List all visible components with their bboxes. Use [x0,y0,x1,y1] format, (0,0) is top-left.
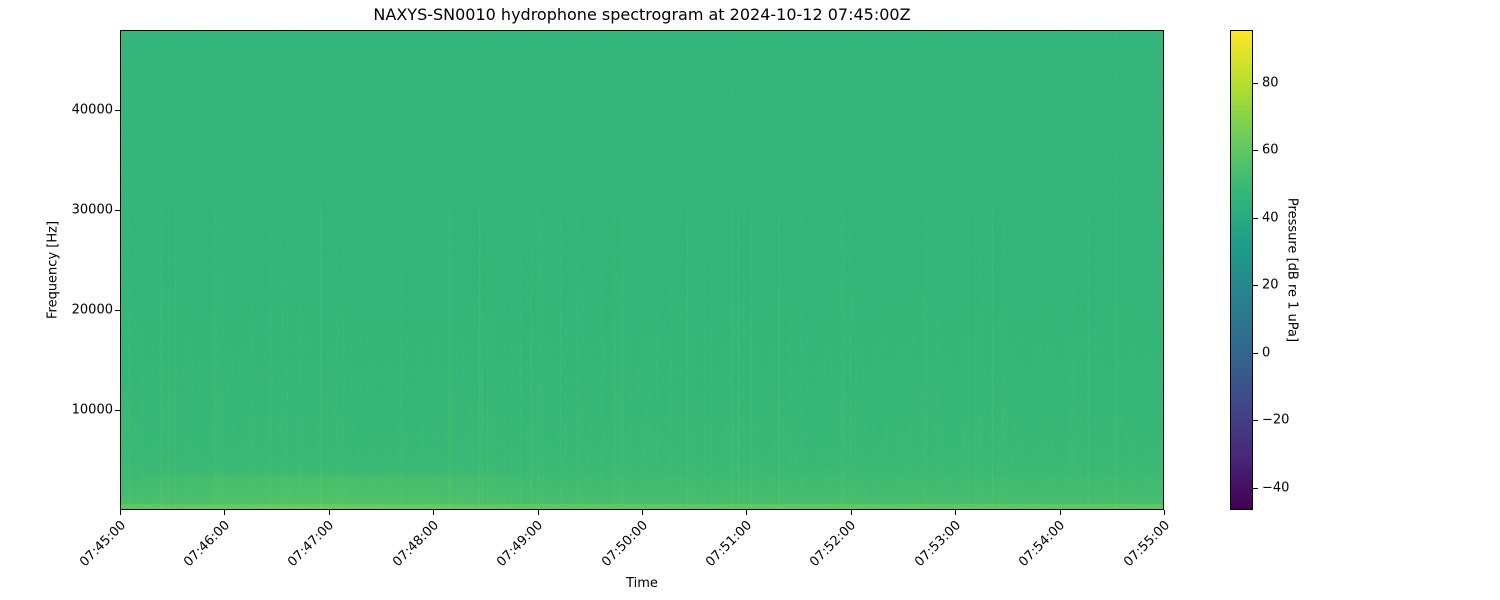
x-tick-label: 07:50:00 [598,518,651,570]
x-tick [328,510,330,515]
x-tick-label: 07:47:00 [285,518,338,570]
y-tick [115,210,120,211]
x-tick [120,510,121,515]
y-tick [115,310,120,311]
plot-frame [120,30,1164,510]
y-tick-label: 40000 [71,102,113,118]
x-tick-label: 07:48:00 [389,518,442,570]
y-tick [115,110,120,111]
x-tick [433,510,435,515]
colorbar-tick [1253,352,1258,354]
y-axis-label: Frequency [Hz] [45,220,61,320]
spectrogram-image [120,30,1164,510]
y-tick-label: 30000 [71,202,113,218]
colorbar-tick [1253,285,1258,287]
x-tick-label: 07:49:00 [494,518,547,570]
colorbar-tick [1253,217,1258,219]
y-tick-label: 20000 [71,302,113,318]
colorbar-tick-label: −40 [1262,480,1290,496]
x-tick [642,510,643,515]
x-tick-label: 07:53:00 [911,518,964,570]
x-tick-label: 07:45:00 [76,518,129,570]
x-tick-label: 07:46:00 [181,518,234,570]
colorbar-tick [1253,82,1258,84]
x-tick-label: 07:55:00 [1120,518,1173,570]
colorbar-tick [1253,488,1258,490]
y-tick-label: 10000 [71,402,113,418]
colorbar [1230,30,1253,510]
colorbar-tick-label: 40 [1262,210,1279,226]
colorbar-tick-label: 60 [1262,142,1279,158]
colorbar-label: Pressure [dB re 1 uPa] [1284,197,1300,343]
x-tick-label: 07:51:00 [703,518,756,570]
colorbar-tick-label: 20 [1262,277,1279,293]
colorbar-tick-label: 80 [1262,75,1279,91]
x-tick [955,510,957,515]
x-tick [537,510,539,515]
x-tick [224,510,226,515]
x-tick [850,510,852,515]
chart-title: NAXYS-SN0010 hydrophone spectrogram at 2… [373,5,911,24]
x-tick [746,510,748,515]
colorbar-tick-label: −20 [1262,412,1290,428]
x-axis-label: Time [626,576,658,591]
colorbar-tick-label: 0 [1262,345,1271,361]
x-tick-label: 07:52:00 [807,518,860,570]
y-tick [115,410,120,411]
colorbar-tick [1253,150,1258,152]
colorbar-tick [1253,420,1258,422]
x-tick [1164,510,1165,515]
x-tick [1059,510,1061,515]
x-tick-label: 07:54:00 [1016,518,1069,570]
